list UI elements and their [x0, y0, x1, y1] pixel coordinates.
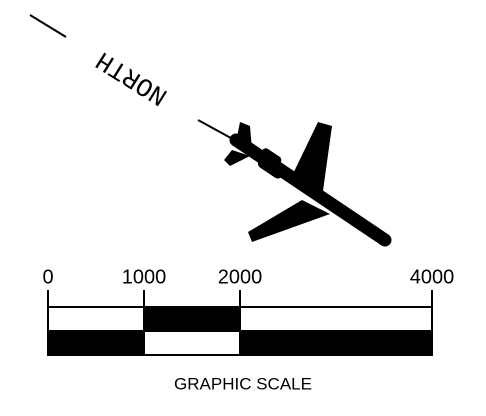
- north-label: NORTH: [91, 45, 173, 112]
- north-line: [30, 15, 66, 37]
- scale-segment: [144, 331, 240, 355]
- graphic-scale: 0 1000 2000 4000: [42, 266, 454, 355]
- scale-tick-label: 0: [42, 266, 53, 288]
- scale-tick-label: 1000: [122, 266, 167, 288]
- scale-tick-label: 4000: [410, 266, 455, 288]
- airplane: [224, 122, 385, 242]
- scale-tick-label: 2000: [218, 266, 263, 288]
- scale-segment: [240, 331, 432, 355]
- scale-segment: [48, 331, 144, 355]
- scale-caption: GRAPHIC SCALE: [174, 374, 312, 393]
- scale-segment: [48, 307, 144, 331]
- north-arrow-and-scale: NORTH 0 1000 2000 4000 GRAPHIC SCALE: [0, 0, 486, 416]
- scale-segment: [144, 307, 240, 331]
- scale-segment: [240, 307, 432, 331]
